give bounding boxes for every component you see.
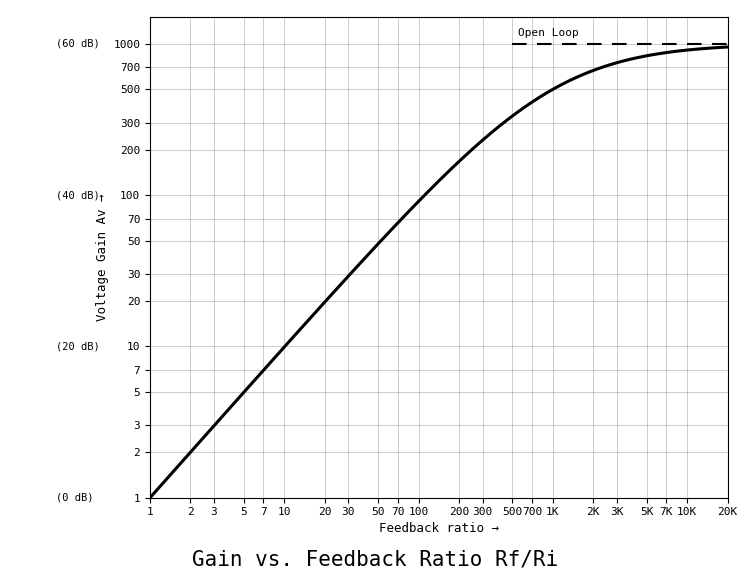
- Text: (20 dB): (20 dB): [56, 341, 99, 351]
- Y-axis label: Voltage Gain Av →: Voltage Gain Av →: [96, 194, 109, 321]
- Text: (40 dB): (40 dB): [56, 190, 99, 200]
- Text: (60 dB): (60 dB): [56, 39, 99, 49]
- X-axis label: Feedback ratio →: Feedback ratio →: [379, 522, 499, 534]
- Text: Gain vs. Feedback Ratio Rf/Ri: Gain vs. Feedback Ratio Rf/Ri: [192, 549, 558, 569]
- Text: (0 dB): (0 dB): [56, 492, 93, 503]
- Text: Open Loop: Open Loop: [518, 27, 579, 38]
